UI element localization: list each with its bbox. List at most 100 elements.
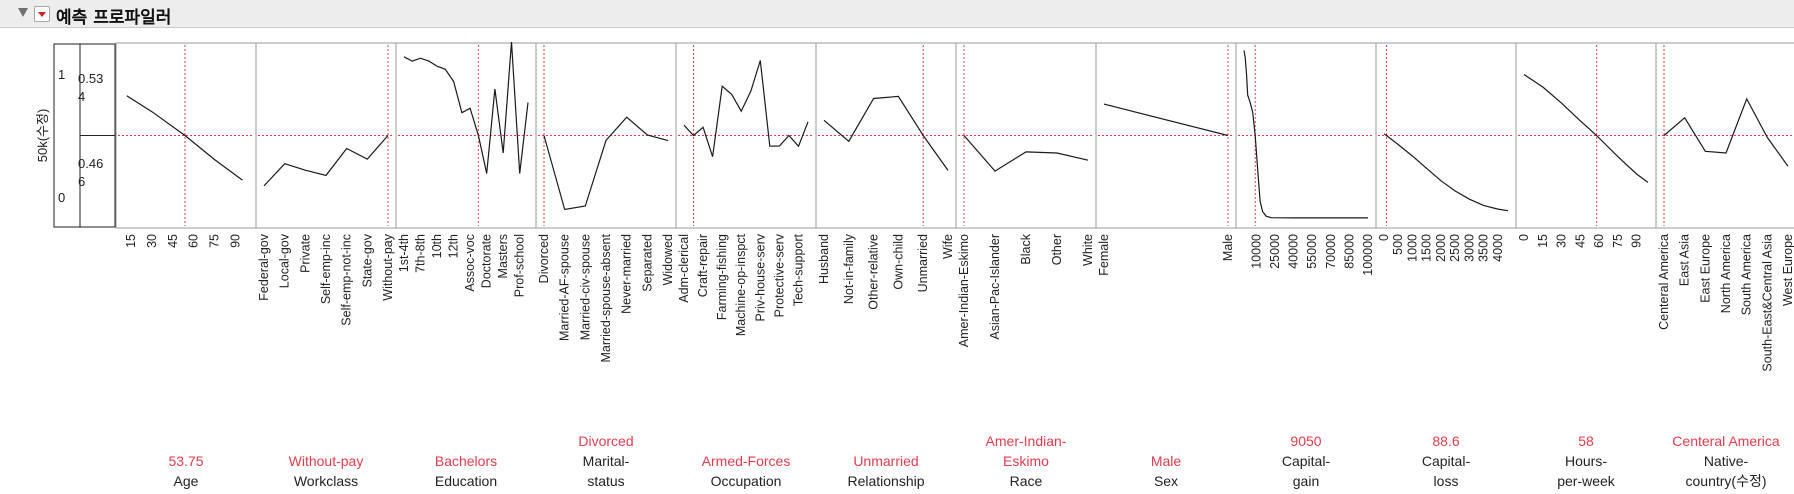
profile-trace xyxy=(1663,97,1789,167)
x-tick-label: 3500 xyxy=(1477,234,1491,262)
factor-name-label: Native- xyxy=(1704,453,1749,469)
profile-trace xyxy=(1243,50,1368,219)
x-tick-label: 55000 xyxy=(1305,234,1319,269)
x-tick-label: Adm-clerical xyxy=(677,234,691,303)
x-tick-label: 75 xyxy=(1611,234,1625,248)
x-tick-label: Farming-fishing xyxy=(715,234,729,320)
factor-current-value[interactable]: Centeral America xyxy=(1672,433,1780,449)
factor-current-value[interactable]: Armed-Forces xyxy=(702,453,791,469)
factor-name-label: gain xyxy=(1293,473,1319,489)
profile-trace xyxy=(963,135,1089,172)
x-tick-label: Craft-repair xyxy=(696,234,710,297)
x-tick-label: Divorced xyxy=(537,234,551,283)
factor-name-label: Workclass xyxy=(294,473,358,489)
x-tick-label: Masters xyxy=(496,234,510,278)
x-tick-label: 85000 xyxy=(1342,234,1356,269)
factor-current-value[interactable]: Eskimo xyxy=(1003,453,1049,469)
profile-trace xyxy=(1103,103,1229,137)
factor-panel-native-country-[interactable]: Centeral America East Asia East Europe Nort… xyxy=(1655,42,1794,489)
upper-bound-readout-tail: 4 xyxy=(78,89,85,104)
x-tick-label: Other-relative xyxy=(867,234,881,310)
x-tick-label: Self-emp-not-inc xyxy=(340,234,354,326)
x-tick-label: 1000 xyxy=(1405,234,1419,262)
factor-panel-workclass[interactable]: Federal-gov Local-gov Private Self-emp-inc S… xyxy=(255,42,397,489)
factor-current-value[interactable]: 53.75 xyxy=(168,453,203,469)
y-tick-label: 1 xyxy=(58,67,65,82)
x-tick-label: 4000 xyxy=(1491,234,1505,262)
profiler-title: 예측 프로파일러 xyxy=(56,8,172,28)
factor-current-value[interactable]: 9050 xyxy=(1290,433,1321,449)
disclosure-triangle-icon[interactable] xyxy=(18,8,28,17)
factor-name-label: country(수정) xyxy=(1686,473,1767,489)
factor-current-value[interactable]: Divorced xyxy=(578,433,633,449)
factor-name-label: per-week xyxy=(1557,473,1616,489)
x-tick-label: 1st-4th xyxy=(397,234,411,272)
x-tick-label: White xyxy=(1081,234,1095,266)
x-tick-label: 1500 xyxy=(1420,234,1434,262)
profile-trace xyxy=(126,95,243,181)
x-tick-label: 45 xyxy=(166,234,180,248)
x-tick-label: State-gov xyxy=(360,233,374,287)
factor-panel-capital-loss[interactable]: 0 500 1000 1500 2000 2500 3000 3500 4000 loss Capi… xyxy=(1375,42,1517,489)
x-tick-label: 0 xyxy=(1377,234,1391,241)
x-tick-label: Male xyxy=(1221,234,1235,261)
factor-current-value[interactable]: 58 xyxy=(1578,433,1594,449)
factor-current-value[interactable]: Bachelors xyxy=(435,453,497,469)
x-tick-label: 2500 xyxy=(1448,234,1462,262)
x-tick-label: 60 xyxy=(187,234,201,248)
x-tick-label: 70000 xyxy=(1324,234,1338,269)
x-tick-label: Tech-support xyxy=(791,233,805,306)
x-tick-label: 30 xyxy=(145,234,159,248)
x-tick-label: Self-emp-inc xyxy=(319,234,333,304)
factor-name-label: loss xyxy=(1434,473,1459,489)
x-tick-label: Private xyxy=(298,234,312,273)
factor-name-label: Marital- xyxy=(583,453,630,469)
factor-name-label: Race xyxy=(1010,473,1043,489)
x-tick-label: South America xyxy=(1740,234,1754,315)
x-tick-label: Black xyxy=(1019,233,1033,264)
x-tick-label: 15 xyxy=(1536,234,1550,248)
x-tick-label: Separated xyxy=(640,234,654,292)
factor-current-value[interactable]: Male xyxy=(1151,453,1182,469)
factor-name-label: Capital- xyxy=(1422,453,1471,469)
red-triangle-menu-button[interactable] xyxy=(34,6,50,22)
x-tick-label: Centeral America xyxy=(1657,234,1671,330)
x-tick-label: 40000 xyxy=(1287,234,1301,269)
y-tick-label: 0 xyxy=(58,190,65,205)
x-tick-label: 75 xyxy=(208,234,222,248)
factor-current-value[interactable]: Unmarried xyxy=(853,453,918,469)
factor-current-value[interactable]: 88.6 xyxy=(1432,433,1459,449)
panel-frame xyxy=(1655,42,1794,229)
x-tick-label: Federal-gov xyxy=(257,233,271,300)
x-tick-label: Machine-op-inspct xyxy=(734,233,748,336)
x-tick-label: 15 xyxy=(124,234,138,248)
x-tick-label: 7th-8th xyxy=(414,234,428,273)
factor-panel-race[interactable]: Amer-Indian- Eskimo Asian-Pac-Islander Blac… xyxy=(955,42,1097,489)
x-tick-label: 10th xyxy=(430,234,444,258)
factor-panel-capital-gain[interactable]: 10000 25000 40000 55000 70000 85000 100000 gain… xyxy=(1235,42,1377,489)
factor-name-label: Occupation xyxy=(711,473,782,489)
factor-current-value[interactable]: Without-pay xyxy=(289,453,364,469)
factor-panel-education[interactable]: 1st-4th 7th-8th 10th 12th Assoc-voc Doctorate… xyxy=(395,41,537,489)
x-tick-label: Married-spouse-absent xyxy=(599,233,613,362)
x-tick-label: 3000 xyxy=(1462,234,1476,262)
factor-panel-hours-per-week[interactable]: 0 15 30 45 60 75 90 per-week Hours- 58 xyxy=(1515,42,1657,489)
factor-name-label: Relationship xyxy=(847,473,924,489)
x-tick-label: Other xyxy=(1050,234,1064,265)
factor-name-label: Hours- xyxy=(1565,453,1607,469)
x-tick-label: 2000 xyxy=(1434,234,1448,262)
factor-panel-occupation[interactable]: Adm-clerical Craft-repair Farming-fishing M… xyxy=(675,42,817,489)
x-tick-label: Own-child xyxy=(891,234,905,290)
x-tick-label: 90 xyxy=(1630,234,1644,248)
x-tick-label: Not-in-family xyxy=(842,233,856,304)
factor-name-label: Sex xyxy=(1154,473,1178,489)
x-tick-label: Asian-Pac-Islander xyxy=(988,234,1002,340)
profiler-outline-header: 예측 프로파일러 xyxy=(0,0,1794,28)
factor-panel-sex[interactable]: Female Male Sex Male xyxy=(1095,42,1237,489)
profile-trace xyxy=(823,95,949,171)
factor-panel-marital-status[interactable]: Divorced Married-AF-spouse Married-civ-spo… xyxy=(535,42,677,489)
factor-current-value[interactable]: Amer-Indian- xyxy=(986,433,1067,449)
x-tick-label: Wife xyxy=(941,234,955,259)
factor-panel-relationship[interactable]: Husband Not-in-family Other-relative Own-ch… xyxy=(815,42,957,489)
factor-panel-age[interactable]: 15 30 45 60 75 90 Age 53.75 xyxy=(115,42,257,489)
